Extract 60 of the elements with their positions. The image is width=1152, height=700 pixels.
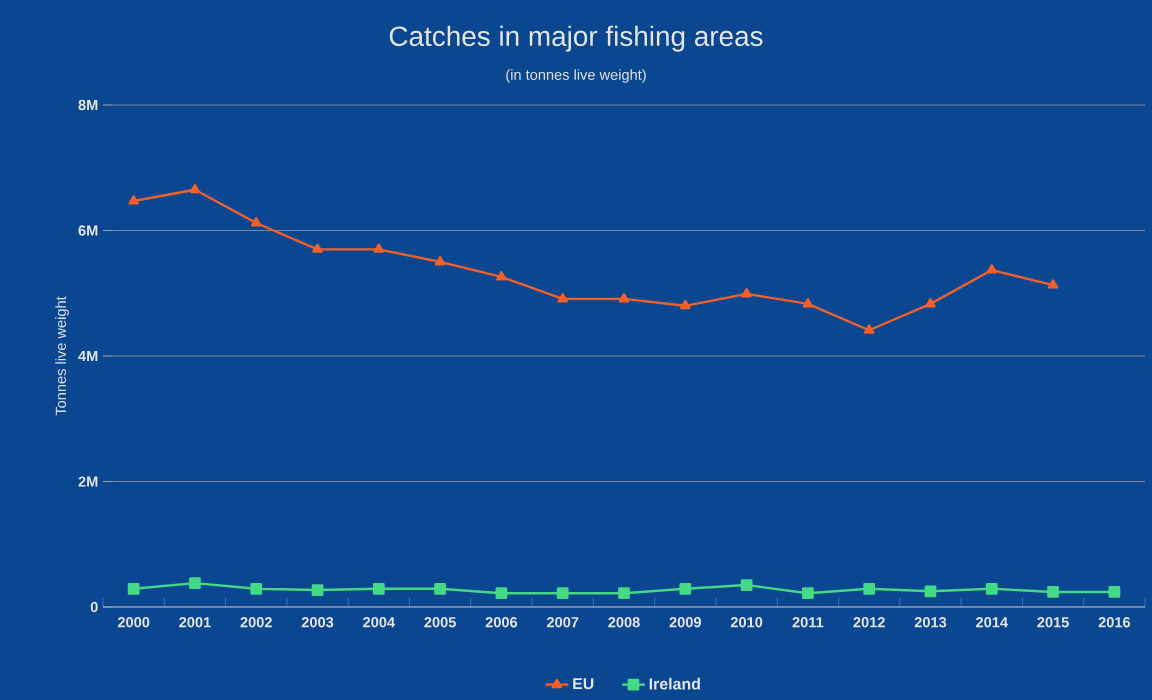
- point: [127, 582, 140, 595]
- point: [925, 298, 936, 308]
- point: [741, 288, 752, 298]
- point: [924, 585, 937, 598]
- x-tick-label: 2004: [363, 617, 395, 628]
- y-tick-label: 4M: [78, 350, 98, 362]
- x-tick-label: 2007: [546, 617, 579, 628]
- point: [863, 324, 875, 334]
- point: [128, 195, 139, 205]
- point: [680, 299, 691, 310]
- point: [618, 587, 630, 600]
- x-tick-label: 2013: [914, 617, 947, 628]
- y-tick-label: 2M: [78, 476, 98, 487]
- point: [740, 579, 753, 591]
- point: [802, 298, 814, 308]
- point: [434, 256, 446, 266]
- point: [496, 271, 507, 281]
- x-tick-label: 2005: [424, 617, 456, 628]
- point: [556, 587, 569, 600]
- x-tick-label: 2002: [240, 617, 272, 628]
- point: [985, 582, 998, 595]
- y-tick-label: 6M: [78, 225, 98, 236]
- x-tick-label: 2015: [1037, 617, 1069, 628]
- point: [189, 183, 201, 194]
- legend-label: Ireland: [649, 677, 700, 690]
- chart-subtitle: (in tonnes live weight): [506, 69, 646, 83]
- point: [618, 293, 630, 303]
- x-tick-label: 2003: [301, 617, 334, 628]
- point: [189, 577, 201, 590]
- point: [312, 243, 323, 253]
- x-tick-label: 2014: [976, 617, 1008, 628]
- y-axis-title: Tonnes live weight: [55, 296, 69, 416]
- point: [986, 264, 998, 274]
- point: [1047, 279, 1059, 289]
- y-tick-label: 8M: [78, 99, 98, 111]
- point: [1108, 586, 1121, 598]
- legend-label: EU: [573, 678, 594, 690]
- x-tick-label: 2001: [179, 617, 211, 628]
- y-tick-label: 0: [90, 601, 98, 613]
- x-tick-label: 2006: [485, 617, 518, 628]
- x-tick-label: 2009: [669, 617, 701, 628]
- point: [863, 582, 876, 595]
- x-tick-label: 2012: [853, 617, 885, 628]
- point: [372, 582, 385, 595]
- point: [557, 293, 568, 303]
- x-tick-label: 2010: [730, 617, 763, 628]
- x-tick-label: 2016: [1098, 617, 1131, 628]
- point: [1047, 586, 1059, 598]
- point: [251, 217, 262, 227]
- point: [250, 582, 263, 595]
- x-tick-label: 2008: [608, 617, 640, 628]
- point: [802, 587, 814, 600]
- point: [679, 582, 692, 595]
- point: [311, 584, 324, 596]
- point: [373, 243, 385, 253]
- x-tick-label: 2000: [117, 617, 150, 628]
- chart-title: Catches in major fishing areas: [389, 25, 763, 52]
- x-tick-label: 2011: [792, 617, 824, 628]
- point: [434, 582, 446, 595]
- point: [495, 587, 508, 600]
